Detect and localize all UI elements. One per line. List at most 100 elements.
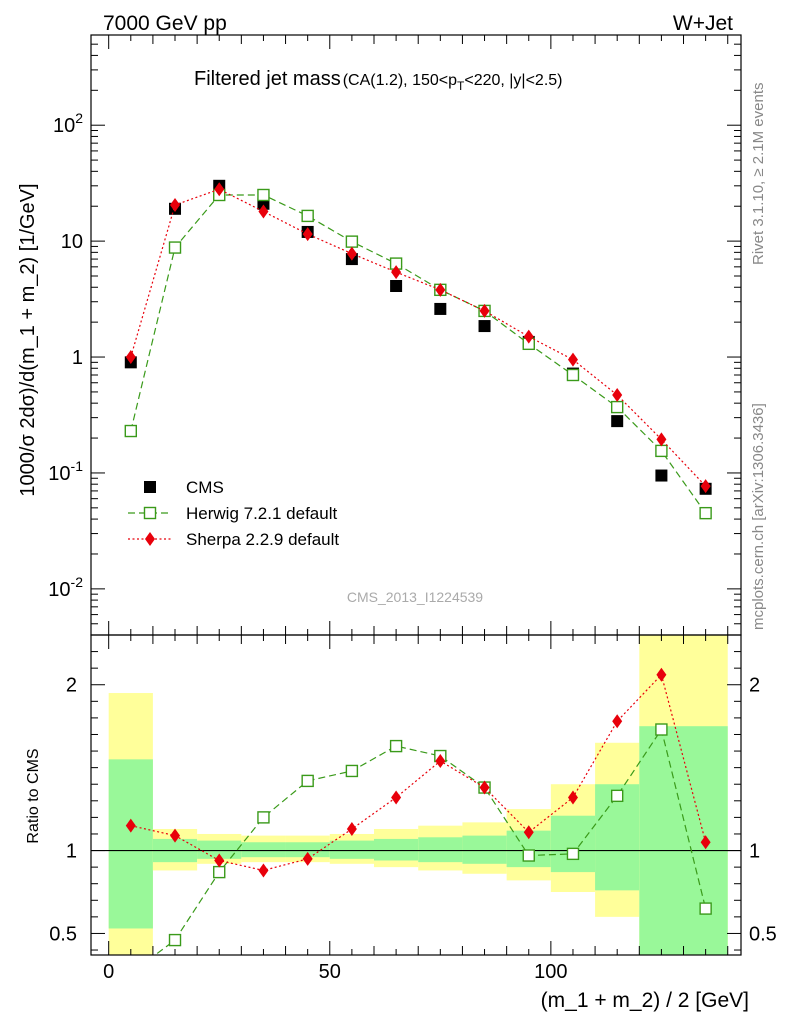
sherpa-2-2-9-default-point — [214, 182, 225, 197]
main-panel: 10-2 10-1 1 10 102 — [48, 34, 742, 636]
cms-point — [434, 302, 447, 315]
sherpa-2-2-9-default-point — [170, 197, 181, 212]
sherpa-2-2-9-default-ratio-point — [567, 790, 578, 805]
cms-point — [390, 280, 403, 293]
ratio-y-tick-label-right: 2 — [749, 675, 760, 697]
inner-band-bin — [241, 842, 286, 858]
inner-band-bin — [462, 835, 507, 864]
herwig-7-2-1-default-ratio-point — [655, 723, 668, 736]
ratio-y-tick-label-right: 0.5 — [749, 923, 777, 945]
herwig-7-2-1-default-point — [124, 424, 137, 438]
cms-point — [611, 415, 624, 428]
herwig-7-2-1-default-ratio-point — [522, 849, 535, 862]
herwig-7-2-1-default-point — [345, 235, 359, 248]
y-tick-label: 10-1 — [48, 458, 83, 485]
herwig-7-2-1-default-point — [610, 400, 624, 414]
herwig-7-2-1-default-ratio-point — [389, 739, 403, 753]
herwig-7-2-1-default-ratio-point — [213, 865, 226, 879]
sherpa-2-2-9-default-point — [523, 329, 534, 344]
plot-title-sub-t: T — [457, 79, 465, 93]
sherpa-2-2-9-default-point — [302, 227, 313, 242]
inner-band-bin — [639, 726, 728, 955]
sherpa-2-2-9-default-ratio-point — [391, 790, 402, 805]
inner-band-bin — [373, 838, 419, 861]
sherpa-2-2-9-default-ratio-point — [479, 780, 490, 795]
herwig-7-2-1-default-point — [566, 368, 580, 382]
ratio-ylabel: Ratio to CMS — [25, 748, 42, 843]
sherpa-2-2-9-default-ratio-point — [125, 818, 136, 833]
herwig-7-2-1-default-ratio-point — [168, 933, 182, 947]
cms-point — [655, 469, 668, 482]
sherpa-2-2-9-default-ratio-point — [170, 828, 181, 843]
y-tick-label: 10-2 — [48, 574, 83, 601]
ratio-y-tick-label-left: 2 — [66, 675, 77, 697]
cms-point — [478, 320, 491, 333]
legend: CMS Herwig 7.2.1 default Sherpa 2.2.9 defa… — [128, 478, 339, 549]
sherpa-2-2-9-default-ratio-point — [302, 851, 313, 866]
herwig-7-2-1-default-point — [168, 241, 182, 254]
process-label: W+Jet — [673, 12, 733, 35]
ratio-y-tick-label-left: 0.5 — [49, 923, 77, 945]
sherpa-2-2-9-default-ratio-point — [656, 667, 667, 682]
sherpa-2-2-9-default-ratio-point — [346, 821, 357, 836]
sherpa-2-2-9-default-ratio-point — [435, 754, 446, 769]
energy-label: 7000 GeV pp — [103, 12, 227, 35]
inner-band-bin — [197, 840, 242, 859]
herwig-7-2-1-default-ratio-point — [610, 789, 624, 803]
ratio-series — [125, 667, 712, 955]
sherpa-2-2-9-default-point — [656, 432, 667, 447]
y-tick-label: 102 — [53, 110, 83, 137]
herwig-7-2-1-default-point — [257, 188, 270, 202]
herwig-7-2-1-default-ratio-point — [257, 811, 270, 824]
sherpa-2-2-9-default-ratio-point — [612, 714, 623, 729]
sherpa-2-2-9-default-point — [700, 479, 711, 494]
herwig-7-2-1-default-line — [130, 194, 707, 514]
main-series — [124, 179, 712, 520]
sherpa-2-2-9-default-point — [435, 282, 446, 297]
plot-title-sub: (CA(1.2), 150<p — [343, 72, 457, 89]
inner-band-bin — [108, 759, 153, 929]
main-ylabel: 1000/σ 2dσ)/d(m_1 + m_2) [1/GeV] — [17, 183, 39, 496]
legend-label: CMS — [186, 478, 224, 497]
inner-band-bin — [418, 837, 463, 863]
sherpa-2-2-9-default-ratio-point — [700, 835, 711, 850]
herwig-7-2-1-default-ratio-point — [566, 847, 580, 861]
sherpa-2-2-9-default-ratio-line — [130, 673, 707, 872]
sherpa-2-2-9-default-line — [130, 188, 707, 487]
herwig-7-2-1-default-point — [655, 444, 668, 458]
legend-marker — [144, 481, 156, 493]
ratio-uncertainty-bands — [108, 635, 728, 955]
sherpa-2-2-9-default-ratio-point — [258, 863, 269, 878]
plot-title: Filtered jet mass (CA(1.2), 150<pT<220, |… — [194, 68, 563, 93]
sherpa-2-2-9-default-point — [612, 388, 623, 403]
sherpa-2-2-9-default-point — [391, 265, 402, 280]
legend-marker — [143, 506, 157, 520]
rivet-info: Rivet 3.1.10, ≥ 2.1M events — [750, 83, 767, 266]
legend-label: Sherpa 2.2.9 default — [186, 530, 339, 549]
mcplots-info: mcplots.cern.ch [arXiv:1306.3436] — [750, 403, 767, 630]
inner-band-bin — [550, 815, 596, 873]
plot-title-main: Filtered jet mass — [194, 68, 341, 90]
sherpa-2-2-9-default-point — [258, 204, 269, 219]
sherpa-2-2-9-default-ratio-point — [214, 853, 225, 868]
legend-label: Herwig 7.2.1 default — [186, 504, 337, 523]
ratio-y-tick-label-right: 1 — [749, 841, 760, 863]
sherpa-2-2-9-default-point — [125, 350, 136, 365]
ratio-series-clipped — [125, 667, 712, 955]
ratio-frame-border — [90, 634, 742, 956]
plot-title-sub-end: <220, |y|<2.5) — [464, 72, 562, 89]
ratio-panel: 0 50 100 0.5 0.5 1 1 2 2 — [49, 35, 777, 983]
herwig-7-2-1-default-point — [699, 506, 712, 520]
sherpa-2-2-9-default-point — [567, 352, 578, 367]
sherpa-2-2-9-default-point — [346, 246, 357, 261]
inner-band-bin — [329, 840, 374, 859]
x-tick-label: 50 — [319, 961, 341, 983]
y-tick-label: 10 — [61, 231, 83, 253]
sherpa-2-2-9-default-ratio-point — [523, 825, 534, 840]
herwig-7-2-1-default-ratio-point — [345, 764, 359, 778]
herwig-7-2-1-default-ratio-point — [301, 774, 314, 788]
herwig-7-2-1-default-point — [301, 209, 314, 223]
ratio-y-tick-label-left: 1 — [66, 841, 77, 863]
x-tick-label: 100 — [534, 961, 567, 983]
